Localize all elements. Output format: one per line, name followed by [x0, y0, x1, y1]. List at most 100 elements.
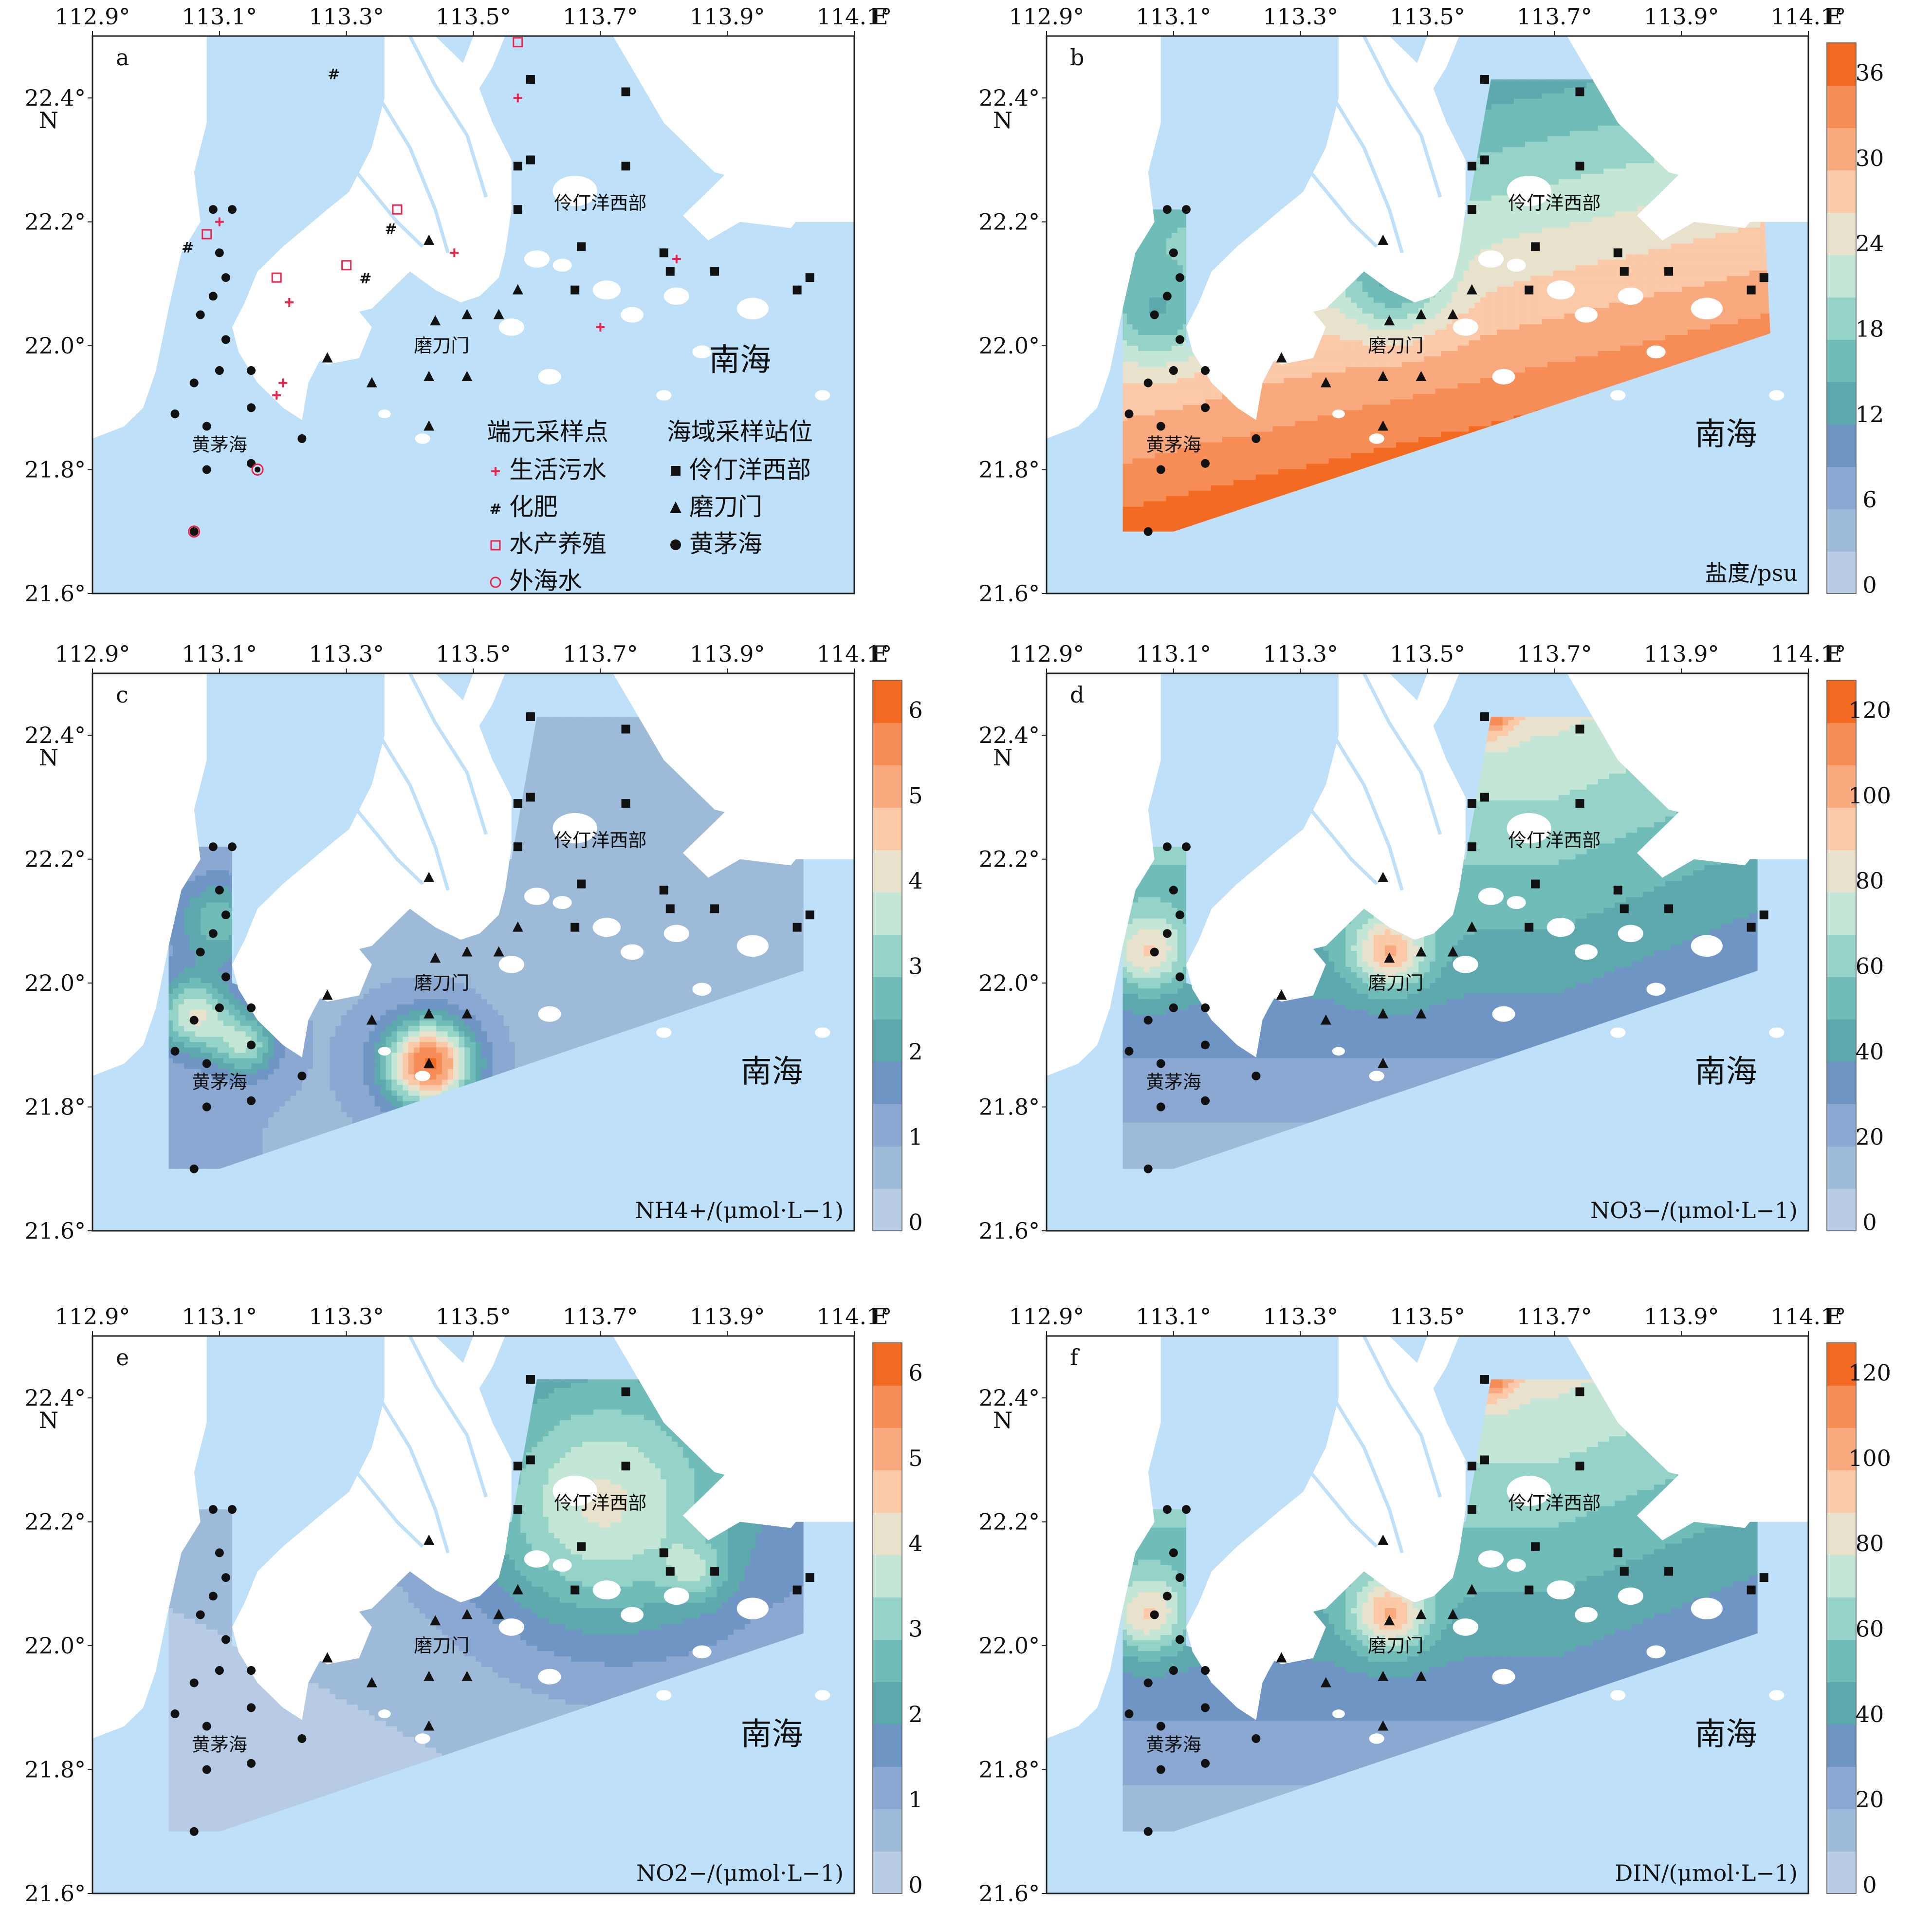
colorbar-step	[1827, 1343, 1856, 1386]
colorbar-step	[1827, 1555, 1856, 1597]
place-huangmao: 黄茅海	[192, 1734, 247, 1755]
station-huangmao	[196, 310, 205, 319]
place-lingding: 伶仃洋西部	[1508, 192, 1601, 214]
station-huangmao	[1169, 248, 1178, 258]
station-lingding	[1467, 205, 1476, 214]
island	[1546, 918, 1575, 937]
lon-tick-label: 113.9°	[1644, 3, 1719, 30]
island	[1546, 1580, 1575, 1600]
station-modaomen	[512, 1584, 523, 1595]
station-huangmao	[170, 409, 180, 419]
colorbar-step	[1827, 128, 1856, 170]
island	[1610, 1027, 1626, 1038]
river	[332, 1335, 450, 1554]
place-huangmao: 黄茅海	[1146, 434, 1201, 455]
lat-tick-label: 22.0°	[979, 1632, 1040, 1659]
island	[1507, 259, 1526, 272]
land-polygon	[682, 160, 816, 241]
station-lingding	[710, 1567, 719, 1576]
island	[1453, 318, 1478, 336]
river	[281, 1335, 424, 1548]
station-modaomen	[1276, 1652, 1287, 1663]
colorbar-step	[873, 1639, 902, 1682]
lon-tick-label: 112.9°	[55, 1303, 130, 1330]
river	[408, 1335, 488, 1498]
place-lingding: 伶仃洋西部	[554, 830, 646, 851]
station-lingding	[1619, 1567, 1629, 1576]
colorbar-tick-label: 36	[1856, 60, 1884, 86]
station-huangmao	[1143, 1827, 1153, 1836]
station-huangmao	[247, 1096, 256, 1105]
station-modaomen	[1447, 1609, 1458, 1619]
station-modaomen	[1378, 1008, 1389, 1019]
station-modaomen	[423, 371, 435, 381]
island	[1618, 287, 1643, 305]
colorbar-tick-label: 40	[1856, 1701, 1884, 1727]
station-lingding	[1525, 923, 1534, 932]
station-huangmao	[1175, 972, 1184, 982]
river	[332, 672, 450, 891]
lon-tick-label: 114.1°	[1771, 3, 1846, 30]
colorbar-step	[1827, 977, 1856, 1020]
colorbar-step	[873, 1146, 902, 1189]
lon-tick-label: 113.1°	[1136, 3, 1211, 30]
station-huangmao	[170, 1709, 180, 1719]
station-lingding	[1575, 1387, 1584, 1396]
station-lingding	[1467, 1505, 1476, 1514]
endmember-offshore	[251, 464, 264, 476]
island	[1610, 390, 1626, 401]
station-lingding	[1525, 1585, 1534, 1595]
lat-unit: N	[39, 107, 58, 133]
colorbar-step	[1827, 1385, 1856, 1428]
lon-tick-label: 113.5°	[1390, 641, 1465, 667]
colorbar-tick-label: 60	[1856, 1616, 1884, 1642]
station-huangmao	[215, 1548, 224, 1558]
station-huangmao	[221, 1573, 230, 1582]
station-lingding	[577, 879, 586, 889]
lat-tick-label: 21.6°	[25, 580, 86, 607]
colorbar-step	[873, 680, 902, 723]
colorbar: 6 5 4 3 2 1 0	[872, 680, 923, 1235]
station-lingding	[1664, 267, 1674, 276]
lon-tick-label: 113.3°	[1263, 641, 1338, 667]
colorbar-step	[1827, 551, 1856, 594]
station-huangmao	[1124, 1709, 1134, 1719]
lon-unit: E	[1826, 3, 1842, 30]
lat-tick-label: 22.2°	[25, 209, 86, 235]
station-lingding	[513, 799, 522, 808]
island	[1618, 1587, 1643, 1605]
river	[1178, 673, 1195, 847]
station-modaomen	[423, 1057, 435, 1068]
lon-tick-label: 113.7°	[563, 1303, 638, 1330]
colorbar-tick-label: 80	[1856, 1530, 1884, 1557]
legend-endmember-label: 化肥	[509, 493, 558, 521]
land-polygon	[1047, 673, 1161, 1076]
lon-tick-label: 113.3°	[309, 3, 384, 30]
station-huangmao	[215, 1666, 224, 1675]
colorbar-tick-label: 1	[908, 1124, 922, 1150]
island	[538, 1669, 561, 1685]
land	[1047, 672, 1808, 1081]
station-lingding	[1480, 1455, 1489, 1465]
station-lingding	[1525, 285, 1534, 295]
station-huangmao	[189, 378, 199, 388]
colorbar-step	[1827, 43, 1856, 86]
station-huangmao	[191, 528, 197, 535]
station-lingding	[665, 267, 675, 276]
station-modaomen	[461, 1670, 473, 1681]
station-modaomen	[512, 284, 523, 295]
colorbar-step	[1827, 85, 1856, 128]
colorbar-step	[1827, 1470, 1856, 1513]
lat-tick-label: 22.0°	[25, 333, 86, 359]
lat-tick-label: 22.2°	[979, 1509, 1040, 1535]
land-polygon	[92, 1336, 207, 1739]
station-modaomen	[512, 921, 523, 932]
island	[1691, 935, 1723, 957]
river	[1362, 672, 1442, 835]
lon-tick-label: 112.9°	[1009, 641, 1085, 667]
station-lingding	[526, 75, 535, 84]
colorbar-step	[1827, 1104, 1856, 1147]
lat-tick-label: 22.4°	[979, 85, 1040, 111]
island	[498, 318, 524, 336]
panel-b: 112.9° 113.1° 113.3° 113.5° 113.7° 113.9° 114.…	[979, 3, 1884, 607]
